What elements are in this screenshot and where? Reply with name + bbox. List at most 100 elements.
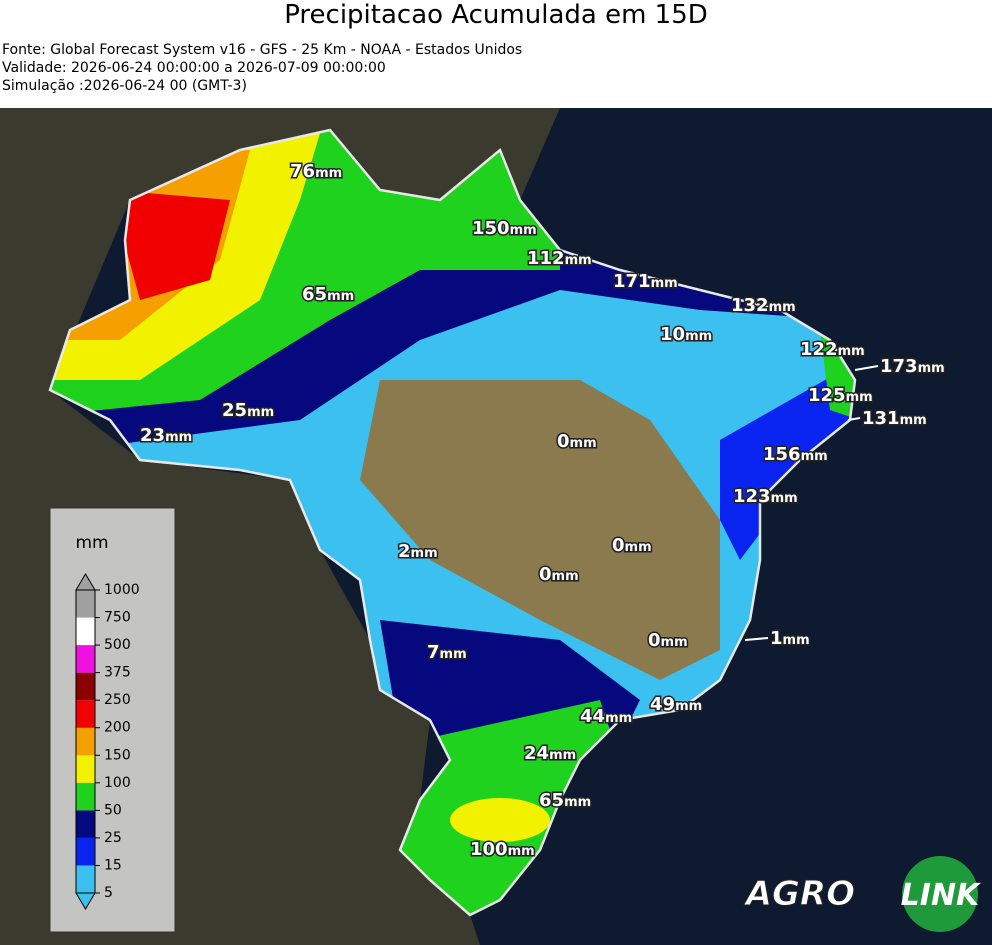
validity: Validade: 2026-06-24 00:00:00 a 2026-07-… [2,60,386,76]
label-unit: mm [783,633,810,648]
leader-line [854,365,879,371]
label-value: 131 [862,408,900,429]
label-unit: mm [549,748,576,763]
label-value: 0 [557,431,570,452]
precip-label: 1mm [770,628,810,649]
logo: AGRO LINK [742,856,982,932]
label-unit: mm [552,569,579,584]
logo-left: AGRO [743,874,855,914]
label-value: 2 [398,541,411,562]
label-value: 150 [472,218,510,239]
legend-swatch [76,810,95,838]
precip-label: 49mm [650,694,702,715]
legend-tick-label: 100 [104,775,131,791]
label-unit: mm [508,844,535,859]
precip-label: 24mm [524,743,576,764]
precip-label: 65mm [539,790,591,811]
leader-line [744,637,769,641]
precip-label: 150mm [472,218,537,239]
legend-tick-label: 5 [104,885,113,901]
legend-tick-label: 200 [104,720,131,736]
label-value: 122 [800,339,838,360]
label-unit: mm [651,276,678,291]
label-unit: mm [411,546,438,561]
label-value: 76 [290,161,315,182]
legend-title: mm [75,533,108,553]
precip-labels: 76mm150mm112mm171mm132mm65mm10mm122mm173… [139,160,947,862]
label-value: 65 [302,284,327,305]
label-value: 100 [470,839,508,860]
label-unit: mm [165,430,192,445]
label-unit: mm [900,413,927,428]
precip-label: 23mm [140,425,192,446]
legend-swatch [76,590,95,618]
label-unit: mm [565,253,592,268]
legend-swatch [76,727,95,756]
precip-label: 0mm [612,535,652,556]
label-value: 25 [222,400,247,421]
precip-label: 44mm [580,706,632,727]
legend-bar-frame [75,589,96,894]
label-unit: mm [440,647,467,662]
legend-tick-label: 150 [104,747,131,763]
label-value: 49 [650,694,675,715]
precip-label: 132mm [731,295,796,316]
legend-tick-label: 50 [104,802,122,818]
label-unit: mm [247,405,274,420]
precip-label: 156mm [763,444,828,465]
title: Precipitacao Acumulada em 15D [284,0,708,30]
label-value: 1 [770,628,783,649]
precip-label: 122mm [800,339,865,360]
precip-label: 112mm [527,248,592,269]
label-unit: mm [661,635,688,650]
label-unit: mm [801,449,828,464]
label-value: 44 [580,706,605,727]
label-unit: mm [918,361,945,376]
label-value: 0 [612,535,625,556]
label-unit: mm [771,491,798,506]
legend-tick-label: 15 [104,857,122,873]
label-value: 65 [539,790,564,811]
simulation: Simulação :2026-06-24 00 (GMT-3) [2,78,247,94]
precip-label: 125mm [808,385,873,406]
label-value: 112 [527,248,565,269]
label-unit: mm [769,300,796,315]
legend-swatch [76,645,95,673]
label-value: 7 [427,642,440,663]
legend-tick-label: 1000 [104,582,140,598]
legend-swatch [76,700,95,728]
precip-label: 131mm [862,408,927,429]
label-value: 0 [648,630,661,651]
label-unit: mm [675,699,702,714]
label-value: 24 [524,743,549,764]
map: 76mm150mm112mm171mm132mm65mm10mm122mm173… [0,108,992,945]
label-value: 0 [539,564,552,585]
header: Precipitacao Acumulada em 15D Fonte: Glo… [0,0,992,108]
label-unit: mm [625,540,652,555]
legend-swatch [76,617,95,646]
legend-tick-label: 750 [104,610,131,626]
precip-label: 173mm [880,356,945,377]
label-unit: mm [564,795,591,810]
precip-label: 123mm [733,486,798,507]
legend: mm 5 15 25 50 100 150 200 250 375 500 750 1000 [49,507,176,933]
leader-line [847,417,861,421]
precip-label: 25mm [222,400,274,421]
precip-label: 2mm [398,541,438,562]
source: Fonte: Global Forecast System v16 - GFS … [2,42,523,58]
legend-tick-label: 25 [104,830,122,846]
logo-right: LINK [901,878,982,913]
precip-label: 76mm [290,161,342,182]
legend-swatch [76,782,95,811]
legend-swatch [76,672,95,701]
precip-label: 10mm [660,324,712,345]
precip-label: 0mm [557,431,597,452]
legend-tick-label: 375 [104,665,131,681]
label-value: 123 [733,486,771,507]
legend-swatch [76,837,95,866]
label-unit: mm [327,289,354,304]
legend-swatch [76,755,95,783]
logo-circle [902,856,978,932]
precip-label: 65mm [302,284,354,305]
